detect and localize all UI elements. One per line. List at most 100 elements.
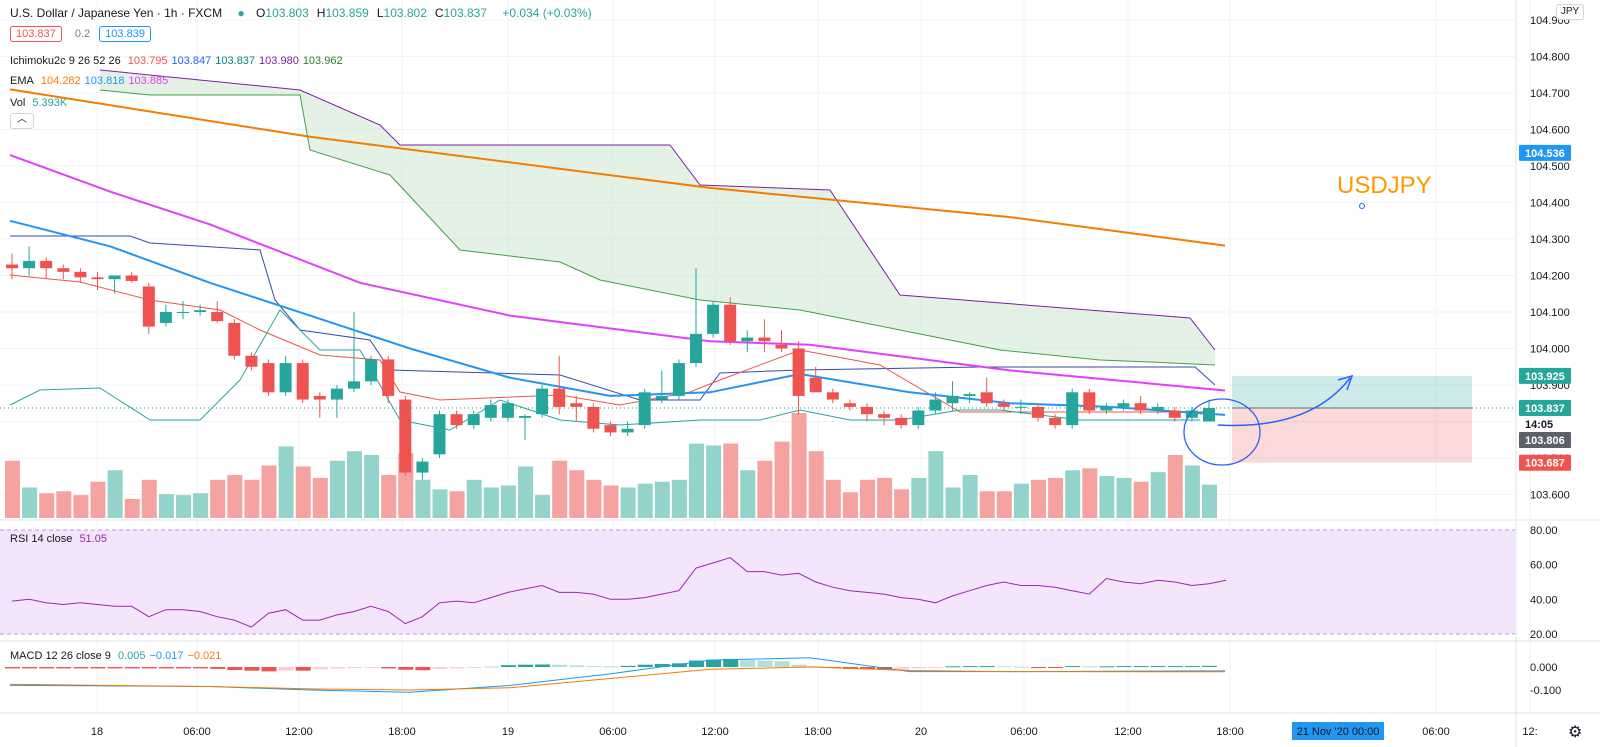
price-tag-box <box>1519 454 1571 471</box>
macd-hist-bar <box>364 667 380 668</box>
candle-body <box>399 399 412 473</box>
candle-body <box>501 403 514 418</box>
macd-hist-bar <box>860 667 875 670</box>
macd-hist-bar <box>347 667 362 668</box>
usdjpy-annotation[interactable]: USDJPY <box>1337 172 1432 199</box>
macd-legend[interactable]: MACD 12 26 close 9 0.005 −0.017 −0.021 <box>10 650 229 662</box>
price-tag-label: 103.837 <box>1525 403 1565 415</box>
ichimoku-value-2: 103.837 <box>215 55 256 67</box>
candle-body <box>433 414 446 455</box>
time-cursor-label: 21 Nov '20 00:00 <box>1297 726 1380 738</box>
currency-button[interactable]: JPY <box>1556 4 1584 20</box>
candle-body <box>74 271 87 278</box>
macd-hist-bar <box>962 666 978 668</box>
volume-bar <box>808 451 824 518</box>
ichimoku-label: Ichimoku2c 9 26 52 26 <box>10 55 121 67</box>
price-tag-box <box>1519 367 1571 384</box>
price-tag-label: 103.687 <box>1525 458 1565 470</box>
time-tick-label: 18:00 <box>804 726 832 738</box>
annotation-anchor-dot <box>1359 203 1365 209</box>
candle-body <box>946 395 959 404</box>
volume-bar <box>791 413 807 518</box>
volume-bar <box>877 477 893 518</box>
candle-body <box>519 416 531 418</box>
macd-hist-bar <box>1116 666 1132 668</box>
ema-legend[interactable]: EMA 104.282 103.818 103.885 <box>10 75 176 87</box>
price-tick-label: 104.600 <box>1530 125 1570 137</box>
macd-hist-bar <box>193 667 209 669</box>
macd-hist-bar <box>415 667 431 671</box>
candle-body <box>895 417 908 426</box>
candle-body <box>484 405 497 418</box>
arrow-annotation <box>1217 377 1351 427</box>
volume-bar <box>654 481 670 518</box>
volume-bar <box>979 491 995 518</box>
price-tag-label: 14:05 <box>1525 419 1553 431</box>
vol-label: Vol <box>10 97 26 109</box>
volume-bar <box>842 492 858 518</box>
volume-bar <box>5 460 20 518</box>
macd-hist-bar <box>398 667 414 670</box>
rsi-label: RSI 14 close <box>10 533 73 545</box>
ema-label: EMA <box>10 75 34 87</box>
candle-body <box>194 310 207 312</box>
candle-body <box>1203 407 1215 422</box>
candle-body <box>1117 403 1130 407</box>
volume-bar <box>637 483 653 518</box>
candle-body <box>1151 406 1164 411</box>
time-tick-label: 06:00 <box>1010 726 1038 738</box>
rsi-value: 51.05 <box>79 533 107 545</box>
candle-body <box>1049 417 1062 426</box>
volume-bar <box>432 489 448 518</box>
macd-hist-bar <box>689 660 704 667</box>
candle-body <box>861 406 873 415</box>
macd-hist-bar <box>535 664 551 667</box>
price-tick-label: 104.500 <box>1530 161 1570 173</box>
candles <box>6 246 1215 480</box>
macd-hist-bar <box>1099 666 1115 668</box>
ema-mid-line <box>9 154 1226 392</box>
price-tick-label: 104.200 <box>1530 271 1570 283</box>
price-tag: 103.687 <box>1519 454 1571 471</box>
candle-body <box>279 363 292 393</box>
volume-bar <box>825 479 841 518</box>
volume-bar <box>22 487 38 518</box>
macd-hist-bar <box>706 659 722 667</box>
macd-hist-bar <box>1082 666 1098 668</box>
candle-body <box>741 337 754 342</box>
rsi-legend[interactable]: RSI 14 close 51.05 <box>10 533 111 545</box>
candle-body <box>177 312 189 313</box>
time-tick-label: 18:00 <box>1216 726 1244 738</box>
price-tag: 104.536 <box>1519 144 1571 161</box>
candle-body <box>638 392 651 426</box>
macd-tick-label: 0.000 <box>1530 662 1558 674</box>
volume-bar <box>569 470 585 518</box>
time-tick-label: 18 <box>91 726 103 738</box>
candle-body <box>1100 406 1113 411</box>
macd-hist-bar <box>979 666 995 668</box>
sell-button[interactable]: 103.837 <box>10 26 62 42</box>
volume-bar <box>1184 465 1200 518</box>
macd-hist-bar <box>73 667 89 669</box>
arrow-head <box>1337 374 1354 391</box>
settings-gear-icon[interactable]: ⚙ <box>1568 724 1583 741</box>
volume-bar <box>347 451 362 518</box>
volume-bar <box>1082 468 1098 518</box>
macd-hist-bar <box>5 667 20 669</box>
macd-hist-bar <box>552 664 568 667</box>
collapse-legend-button[interactable]: ︿ <box>10 113 34 129</box>
macd-hist-bar <box>996 666 1012 668</box>
position-profit-zone <box>1232 375 1472 408</box>
candle-body <box>553 388 566 407</box>
ichimoku-legend[interactable]: Ichimoku2c 9 26 52 26 103.795 103.847 103.… <box>10 55 351 67</box>
buy-button[interactable]: 103.839 <box>99 26 151 42</box>
candle-body <box>142 286 155 327</box>
volume-bar <box>1167 455 1183 518</box>
volume-bar <box>535 495 551 518</box>
ichimoku-value-3: 103.980 <box>259 55 299 67</box>
vol-legend[interactable]: Vol 5.393K <box>10 97 71 109</box>
macd-hist-bar <box>500 665 516 667</box>
time-tick-label: 06:00 <box>183 726 211 738</box>
price-tag-box <box>1519 431 1571 448</box>
